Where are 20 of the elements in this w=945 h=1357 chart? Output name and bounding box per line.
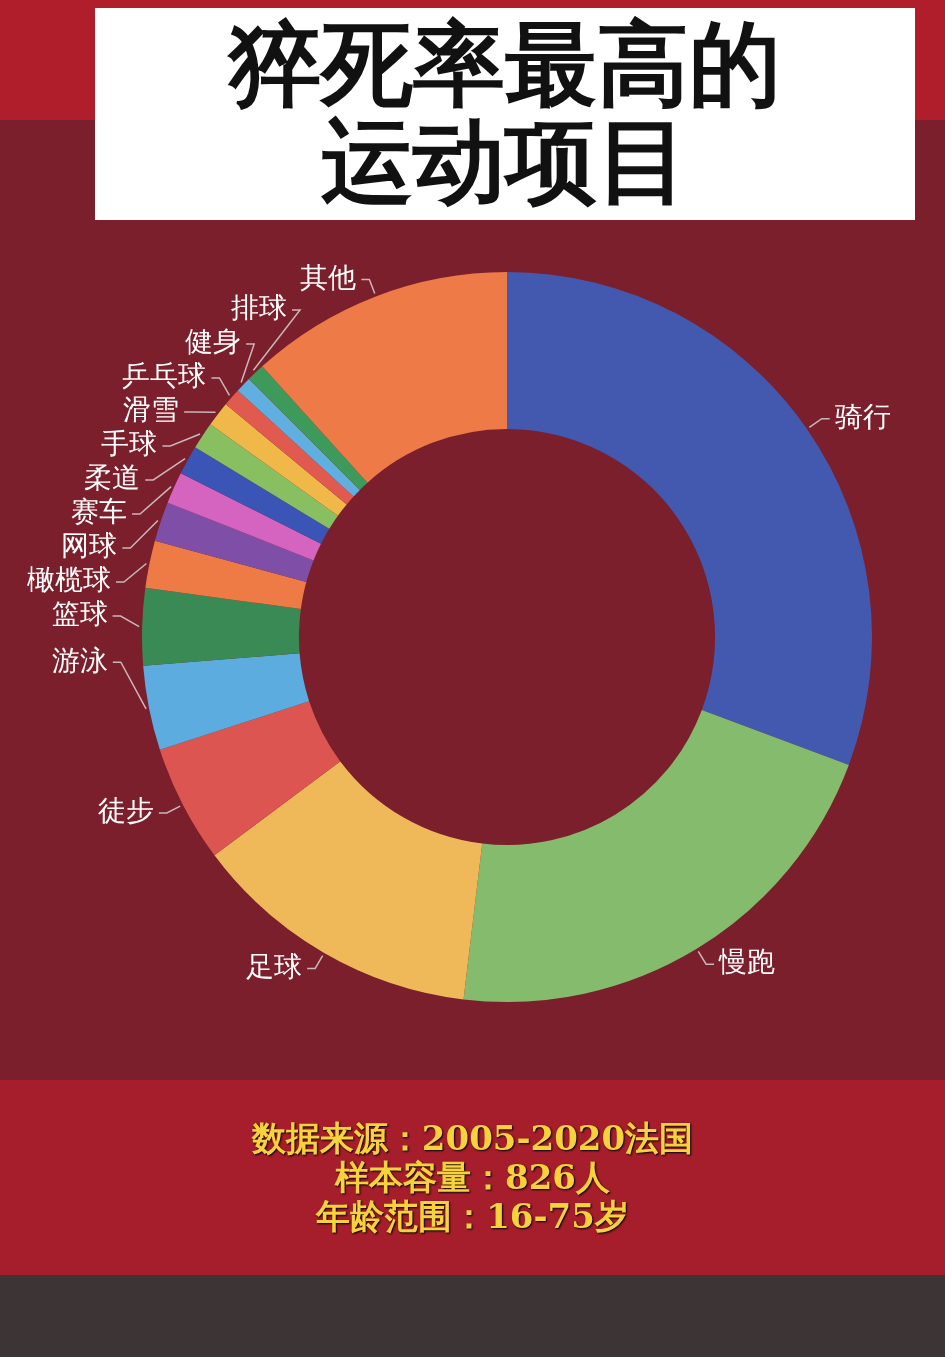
text: 年龄范围：16-75岁 [316,1196,629,1237]
slice-label: 徒步 [97,794,154,828]
slice-label: 足球 [246,949,303,983]
text: 样本容量：826人 [335,1156,610,1198]
slice-label: 柔道 [84,461,141,495]
slice-label: 橄榄球 [26,563,111,597]
slice-label: 滑雪 [123,393,180,427]
chart-title: 猝死率最高的运动项目 [226,11,782,215]
slice-label: 排球 [231,291,288,325]
slice-label: 健身 [185,325,242,359]
slice-label: 篮球 [51,597,108,631]
source-note: 数据来源：2005-2020法国 [251,1117,694,1158]
slice-label: 手球 [101,427,158,461]
slice-label: 慢跑 [718,945,776,979]
slice-label: 乒乓球 [122,359,207,393]
slice-label: 赛车 [71,495,128,529]
slice-label: 网球 [61,529,118,563]
slice-label: 游泳 [51,643,108,677]
slice-label: 其他 [300,260,357,294]
slice-label: 骑行 [834,400,891,434]
